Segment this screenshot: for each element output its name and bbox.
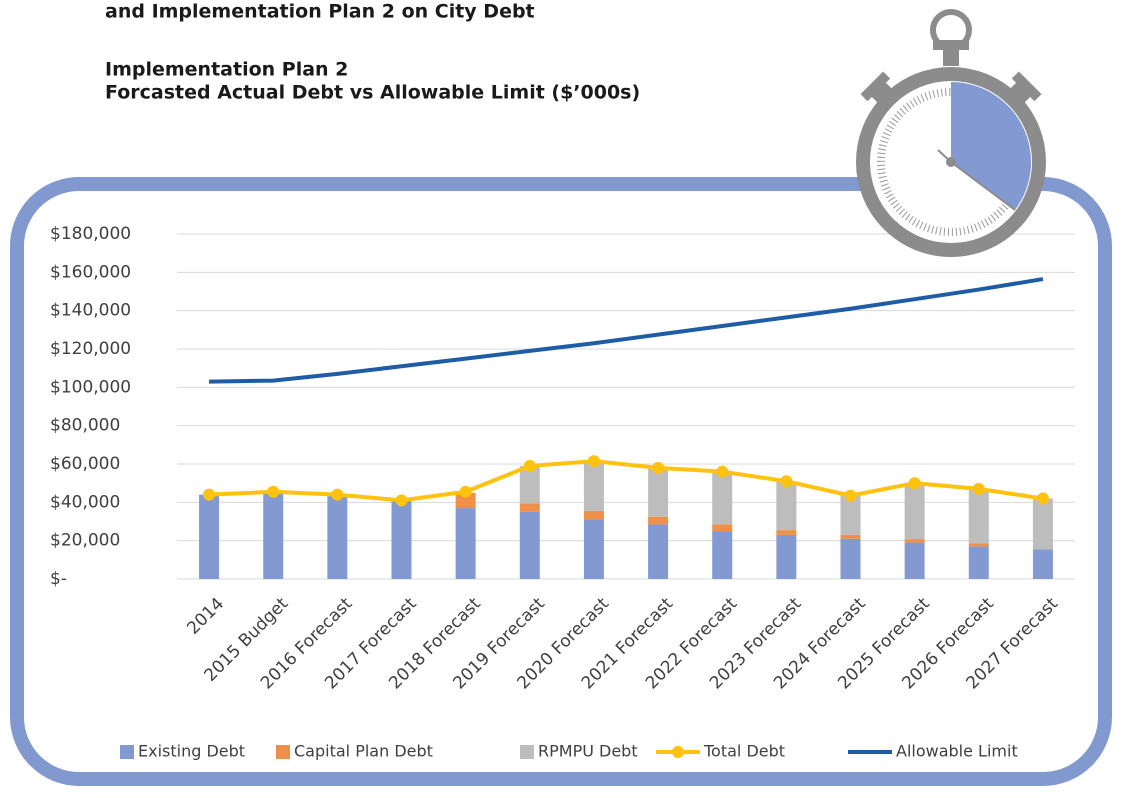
line-marker: [716, 465, 729, 478]
bar: [391, 500, 412, 579]
chart-subtitle: Forcasted Actual Debt vs Allowable Limit…: [105, 82, 640, 104]
y-tick-label: $80,000: [50, 416, 120, 436]
legend-label: Capital Plan Debt: [294, 742, 433, 761]
bar: [840, 534, 861, 539]
bar: [712, 471, 733, 525]
bar: [583, 519, 604, 579]
bar: [455, 508, 476, 579]
bar: [776, 530, 797, 535]
y-tick-label: $160,000: [50, 262, 131, 282]
bar: [648, 516, 669, 525]
plot-area: $- $20,000 $40,000 $60,000 $80,000 $100,000 $1…: [50, 224, 1075, 761]
bar: [968, 488, 989, 544]
bar: [519, 465, 540, 504]
y-tick-label: $120,000: [50, 339, 131, 359]
bar: [583, 510, 604, 520]
y-tick-label: $20,000: [50, 531, 120, 551]
bar: [904, 483, 925, 540]
legend-label: RPMPU Debt: [538, 742, 638, 761]
frame: [10, 177, 1112, 786]
y-tick-label: $100,000: [50, 377, 131, 397]
legend-label: Allowable Limit: [896, 742, 1018, 761]
bar: [583, 461, 604, 511]
bar: [904, 539, 925, 543]
line-marker: [844, 489, 857, 502]
chart-heading: and Implementation Plan 2 on City Debt: [105, 1, 535, 23]
y-tick-label: $-: [50, 569, 67, 589]
legend-swatch: [120, 745, 134, 759]
legend-label: Total Debt: [703, 742, 785, 761]
line-marker: [267, 485, 280, 498]
y-tick-label: $180,000: [50, 224, 131, 244]
bar: [712, 524, 733, 532]
bar: [519, 511, 540, 579]
bar: [327, 494, 348, 579]
bar: [648, 467, 669, 517]
bar: [840, 538, 861, 579]
bar: [1032, 549, 1053, 579]
line: [208, 459, 1044, 503]
bar: [199, 494, 220, 579]
legend-swatch: [672, 746, 684, 758]
bar: [455, 492, 476, 509]
line-marker: [652, 461, 665, 474]
line-marker: [331, 488, 344, 501]
legend-label: Existing Debt: [138, 742, 245, 761]
y-tick-label: $40,000: [50, 492, 120, 512]
legend-swatch: [276, 745, 290, 759]
bar: [968, 546, 989, 579]
bar: [712, 531, 733, 579]
line-marker: [587, 455, 600, 468]
stopwatch-icon: [856, 9, 1046, 257]
y-tick-label: $60,000: [50, 454, 120, 474]
bar: [1032, 498, 1053, 550]
chart-title: Implementation Plan 2: [105, 59, 348, 81]
bar: [840, 495, 861, 535]
line-marker: [908, 477, 921, 490]
line: [209, 277, 1044, 384]
bar: [776, 481, 797, 531]
bar: [968, 543, 989, 547]
line-marker: [972, 482, 985, 495]
y-tick-label: $140,000: [50, 301, 131, 321]
bar: [904, 542, 925, 579]
line-marker: [203, 488, 216, 501]
bar: [776, 534, 797, 579]
x-tick-label: 2014: [183, 594, 228, 639]
bar: [519, 503, 540, 512]
line-marker: [395, 494, 408, 507]
line-marker: [780, 475, 793, 488]
line-marker: [523, 459, 536, 472]
bar: [648, 524, 669, 579]
line-marker: [1036, 492, 1049, 505]
bar: [263, 491, 284, 579]
legend-swatch: [520, 745, 534, 759]
line-marker: [459, 485, 472, 498]
